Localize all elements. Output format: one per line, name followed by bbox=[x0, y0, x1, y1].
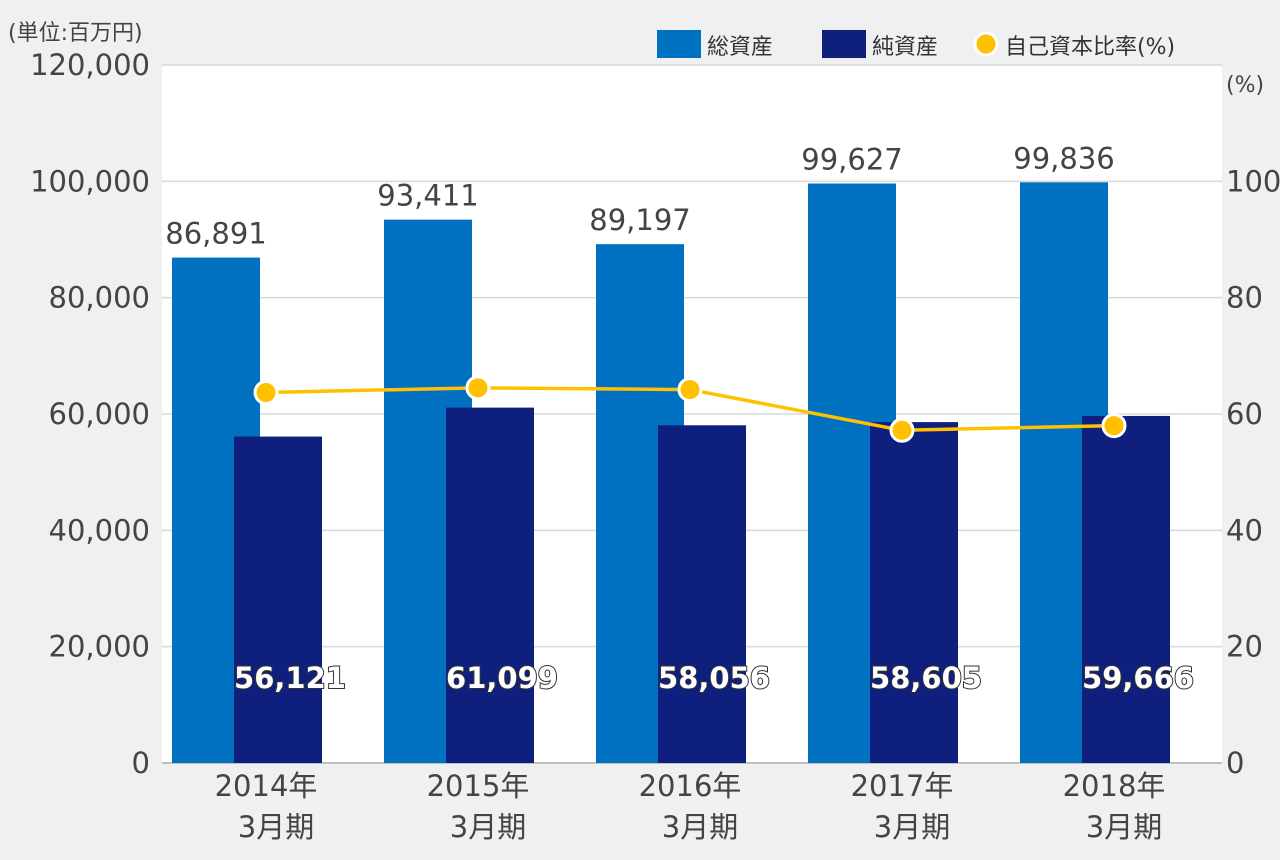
data-label-net-assets: 59,666 bbox=[1082, 661, 1194, 695]
legend-swatch-total-assets bbox=[657, 30, 701, 58]
data-label-net-assets: 58,605 bbox=[870, 661, 982, 695]
ratio-point bbox=[1101, 413, 1127, 439]
y-tick-label: 80,000 bbox=[49, 281, 150, 315]
x-tick-label: 3月期 bbox=[662, 810, 738, 844]
data-label-total-assets: 89,197 bbox=[589, 203, 690, 237]
legend-label-ratio: 自己資本比率(%) bbox=[1005, 35, 1175, 60]
bar-net-assets bbox=[658, 425, 746, 763]
y2-tick-label: 100 bbox=[1226, 164, 1280, 198]
y-tick-label: 60,000 bbox=[49, 397, 150, 431]
x-tick-label: 3月期 bbox=[874, 810, 950, 844]
y2-tick-label: 20 bbox=[1226, 630, 1263, 664]
bar-net-assets bbox=[234, 436, 322, 763]
y2-tick-label: 40 bbox=[1226, 513, 1263, 547]
legend-marker-ratio bbox=[973, 31, 999, 57]
bar-net-assets bbox=[1082, 415, 1170, 763]
bar-net-assets bbox=[446, 407, 534, 763]
y-tick-label: 40,000 bbox=[49, 513, 150, 547]
y-tick-label: 100,000 bbox=[30, 164, 150, 198]
x-tick-label: 3月期 bbox=[450, 810, 526, 844]
y-tick-label: 0 bbox=[132, 746, 150, 780]
legend-label-total-assets: 総資産 bbox=[707, 35, 773, 60]
data-label-total-assets: 86,891 bbox=[165, 217, 266, 251]
bar-net-assets bbox=[870, 422, 958, 763]
x-tick-label: 3月期 bbox=[1086, 810, 1162, 844]
ratio-point bbox=[253, 379, 279, 405]
y-tick-label: 20,000 bbox=[49, 630, 150, 664]
ratio-point bbox=[677, 377, 703, 403]
left-axis-unit: (単位:百万円) bbox=[8, 21, 143, 46]
x-tick-label: 2015年 bbox=[427, 769, 530, 803]
data-label-net-assets: 56,121 bbox=[234, 661, 346, 695]
x-tick-label: 2017年 bbox=[851, 769, 954, 803]
y-tick-label: 120,000 bbox=[30, 48, 150, 82]
y2-tick-label: 60 bbox=[1226, 397, 1263, 431]
data-label-total-assets: 99,836 bbox=[1013, 141, 1114, 175]
x-tick-label: 2014年 bbox=[215, 769, 318, 803]
right-axis-unit: (%) bbox=[1226, 73, 1264, 98]
x-tick-label: 3月期 bbox=[238, 810, 314, 844]
legend-swatch-net-assets bbox=[822, 30, 866, 58]
y2-tick-label: 0 bbox=[1226, 746, 1244, 780]
data-label-net-assets: 58,056 bbox=[658, 661, 770, 695]
data-label-total-assets: 99,627 bbox=[801, 143, 902, 177]
legend-label-net-assets: 純資産 bbox=[872, 35, 938, 60]
x-tick-label: 2018年 bbox=[1063, 769, 1166, 803]
data-label-net-assets: 61,099 bbox=[446, 661, 558, 695]
y2-tick-label: 80 bbox=[1226, 281, 1263, 315]
ratio-point bbox=[465, 375, 491, 401]
x-tick-label: 2016年 bbox=[639, 769, 742, 803]
ratio-point bbox=[889, 417, 915, 443]
data-label-total-assets: 93,411 bbox=[377, 179, 478, 213]
